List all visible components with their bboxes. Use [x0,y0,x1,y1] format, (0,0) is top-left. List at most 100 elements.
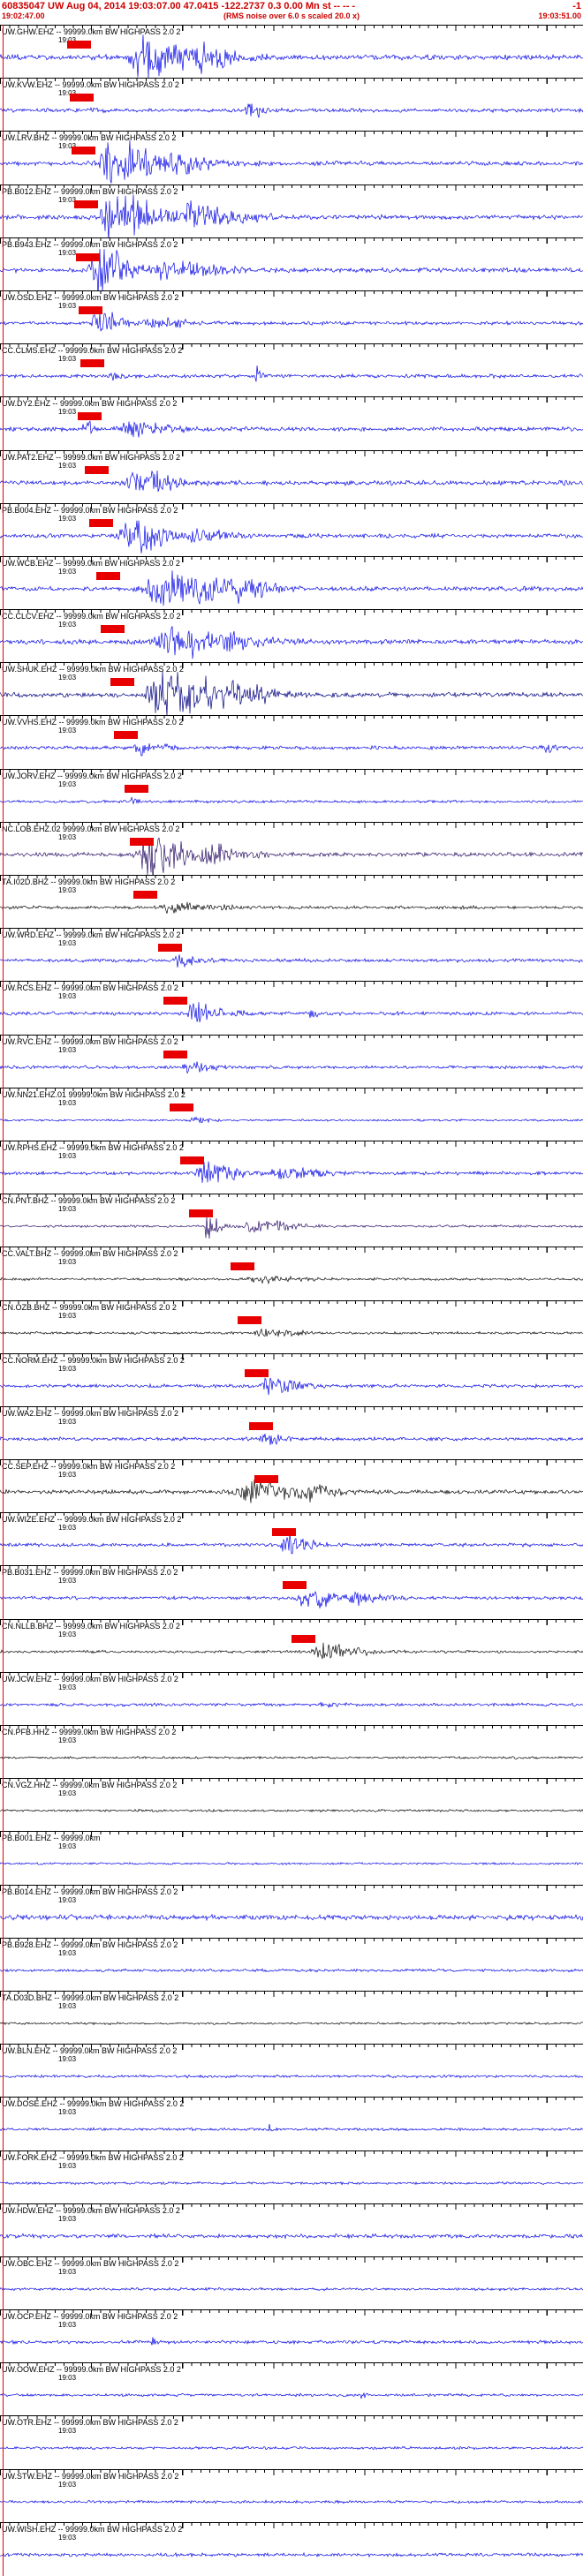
trace-row[interactable]: UW.JORV.EHZ -- 99999.0km BW HIGHPASS 2.0… [0,768,583,822]
pick-marker[interactable] [292,1634,315,1643]
trace-row[interactable]: UW.STW.EHZ -- 99999.0km BW HIGHPASS 2.0 … [0,2468,583,2522]
trace-row[interactable]: CC.CLCV.EHZ -- 99999.0km BW HIGHPASS 2.0… [0,609,583,663]
pick-marker[interactable] [75,252,100,261]
waveform[interactable] [0,1566,583,1618]
waveform[interactable] [0,2470,583,2522]
trace-row[interactable]: UW.OSD.EHZ -- 99999.0km BW HIGHPASS 2.0 … [0,290,583,344]
waveform[interactable] [0,1886,583,1938]
waveform[interactable] [0,1939,583,1991]
trace-row[interactable]: UW.LRV.BHZ -- 99999.0km BW HIGHPASS 2.0 … [0,131,583,185]
trace-row[interactable]: CC.VALT.BHZ -- 99999.0km BW HIGHPASS 2.0… [0,1247,583,1300]
waveform[interactable] [0,291,583,343]
pick-marker[interactable] [254,1475,279,1484]
trace-row[interactable]: CN.PFB.HHZ -- 99999.0km BW HIGHPASS 2.0 … [0,1725,583,1779]
trace-row[interactable]: UW.DOSE.EHZ -- 99999.0km BW HIGHPASS 2.0… [0,2097,583,2150]
waveform[interactable] [0,238,583,290]
pick-marker[interactable] [73,200,98,208]
trace-row[interactable]: PB.B014.EHZ -- 99999.0km BW HIGHPASS 2.0… [0,1884,583,1938]
waveform[interactable] [0,2045,583,2097]
pick-marker[interactable] [66,41,91,49]
trace-row[interactable]: UW.VVHS.EHZ -- 99999.0km BW HIGHPASS 2.0… [0,715,583,769]
waveform[interactable] [0,2204,583,2256]
trace-row[interactable]: UW.OCP.EHZ -- 99999.0km BW HIGHPASS 2.0 … [0,2309,583,2363]
trace-row[interactable]: UW.BLN.EHZ -- 99999.0km BW HIGHPASS 2.0 … [0,2044,583,2098]
trace-row[interactable]: UW.RVC.EHZ -- 99999.0km BW HIGHPASS 2.0 … [0,1034,583,1088]
trace-row[interactable]: TA.I02D.BHZ -- 99999.0km BW HIGHPASS 2.0… [0,875,583,929]
waveform[interactable] [0,185,583,237]
trace-row[interactable]: UW.OBC.EHZ -- 99999.0km BW HIGHPASS 2.0 … [0,2256,583,2310]
trace-row[interactable]: UW.WISH.EHZ -- 99999.0km BW HIGHPASS 2.0… [0,2521,583,2575]
trace-row[interactable]: PB.B928.EHZ -- 99999.0km BW HIGHPASS 2.0… [0,1937,583,1991]
pick-marker[interactable] [230,1262,254,1271]
trace-row[interactable]: TA.D03D.BHZ -- 99999.0km BW HIGHPASS 2.0… [0,1990,583,2045]
waveform[interactable] [0,1141,583,1194]
pick-marker[interactable] [244,1368,269,1377]
pick-marker[interactable] [283,1581,307,1590]
trace-row[interactable]: CC.NORM.EHZ -- 99999.0km BW HIGHPASS 2.0… [0,1352,583,1406]
pick-marker[interactable] [133,891,158,899]
trace-row[interactable]: UW.WA2.EHZ -- 99999.0km BW HIGHPASS 2.0 … [0,1405,583,1460]
waveform[interactable] [0,1088,583,1141]
waveform[interactable] [0,876,583,928]
pick-marker[interactable] [80,359,105,368]
trace-row[interactable]: UW.OTR.EHZ -- 99999.0km BW HIGHPASS 2.0 … [0,2415,583,2469]
time-cursor[interactable] [3,25,4,2576]
trace-row[interactable]: PB.B012.EHZ -- 99999.0km BW HIGHPASS 2.0… [0,184,583,237]
waveform[interactable] [0,1726,583,1778]
waveform[interactable] [0,1407,583,1459]
pick-marker[interactable] [79,305,103,314]
waveform[interactable] [0,2151,583,2203]
waveform[interactable] [0,1513,583,1565]
trace-row[interactable]: PB.B001.EHZ -- 99999.0km 19:03 [0,1831,583,1885]
trace-row[interactable]: UW.OOW.EHZ -- 99999.0km BW HIGHPASS 2.0 … [0,2362,583,2416]
waveform[interactable] [0,982,583,1034]
pick-marker[interactable] [170,1103,194,1111]
pick-marker[interactable] [110,678,135,687]
pick-marker[interactable] [249,1421,274,1430]
trace-row[interactable]: PB.B943.EHZ -- 99999.0km BW HIGHPASS 2.0… [0,237,583,290]
waveform[interactable] [0,504,583,556]
pick-marker[interactable] [163,997,187,1006]
waveform[interactable] [0,1673,583,1725]
pick-marker[interactable] [95,571,120,580]
trace-row[interactable]: CN.PNT.BHZ -- 99999.0km BW HIGHPASS 2.0 … [0,1194,583,1247]
trace-row[interactable]: UW.KVW.EHZ -- 99999.0km BW HIGHPASS 2.0 … [0,78,583,132]
trace-row[interactable]: UW.PAT2.EHZ -- 99999.0km BW HIGHPASS 2.0… [0,449,583,503]
waveform[interactable] [0,716,583,768]
waveform[interactable] [0,132,583,184]
waveform[interactable] [0,1036,583,1088]
waveform[interactable] [0,451,583,503]
waveform[interactable] [0,344,583,396]
trace-row[interactable]: CN.OZB.BHZ -- 99999.0km BW HIGHPASS 2.0 … [0,1299,583,1353]
trace-row[interactable]: UW.SHUK.EHZ -- 99999.0km BW HIGHPASS 2.0… [0,662,583,716]
waveform[interactable] [0,1620,583,1672]
waveform[interactable] [0,1832,583,1884]
trace-row[interactable]: PB.B031.EHZ -- 99999.0km BW HIGHPASS 2.0… [0,1565,583,1619]
waveform[interactable] [0,557,583,609]
waveform[interactable] [0,2098,583,2150]
trace-row[interactable]: UW.WIZE.EHZ -- 99999.0km BW HIGHPASS 2.0… [0,1512,583,1566]
pick-marker[interactable] [179,1156,204,1164]
pick-marker[interactable] [129,837,154,846]
trace-row[interactable]: UW.HDW.EHZ -- 99999.0km BW HIGHPASS 2.0 … [0,2203,583,2256]
waveform[interactable] [0,2523,583,2575]
trace-row[interactable]: UW.RCS.EHZ -- 99999.0km BW HIGHPASS 2.0 … [0,981,583,1035]
trace-row[interactable]: CN.VGZ.HHZ -- 99999.0km BW HIGHPASS 2.0 … [0,1778,583,1832]
waveform[interactable] [0,823,583,875]
waveform[interactable] [0,1354,583,1406]
waveform[interactable] [0,2310,583,2362]
trace-row[interactable]: UW.WCB.EHZ -- 99999.0km BW HIGHPASS 2.0 … [0,555,583,610]
pick-marker[interactable] [237,1315,261,1324]
pick-marker[interactable] [72,147,96,155]
waveform[interactable] [0,79,583,131]
pick-marker[interactable] [88,518,113,527]
pick-marker[interactable] [70,94,95,102]
waveform[interactable] [0,1301,583,1353]
trace-row[interactable]: CN.NLLB.BHZ -- 99999.0km BW HIGHPASS 2.0… [0,1618,583,1672]
waveform[interactable] [0,1460,583,1512]
pick-marker[interactable] [85,465,110,474]
waveform[interactable] [0,663,583,716]
trace-row[interactable]: UW.FORK.EHZ -- 99999.0km BW HIGHPASS 2.0… [0,2150,583,2203]
waveform[interactable] [0,26,583,79]
pick-marker[interactable] [77,412,102,421]
